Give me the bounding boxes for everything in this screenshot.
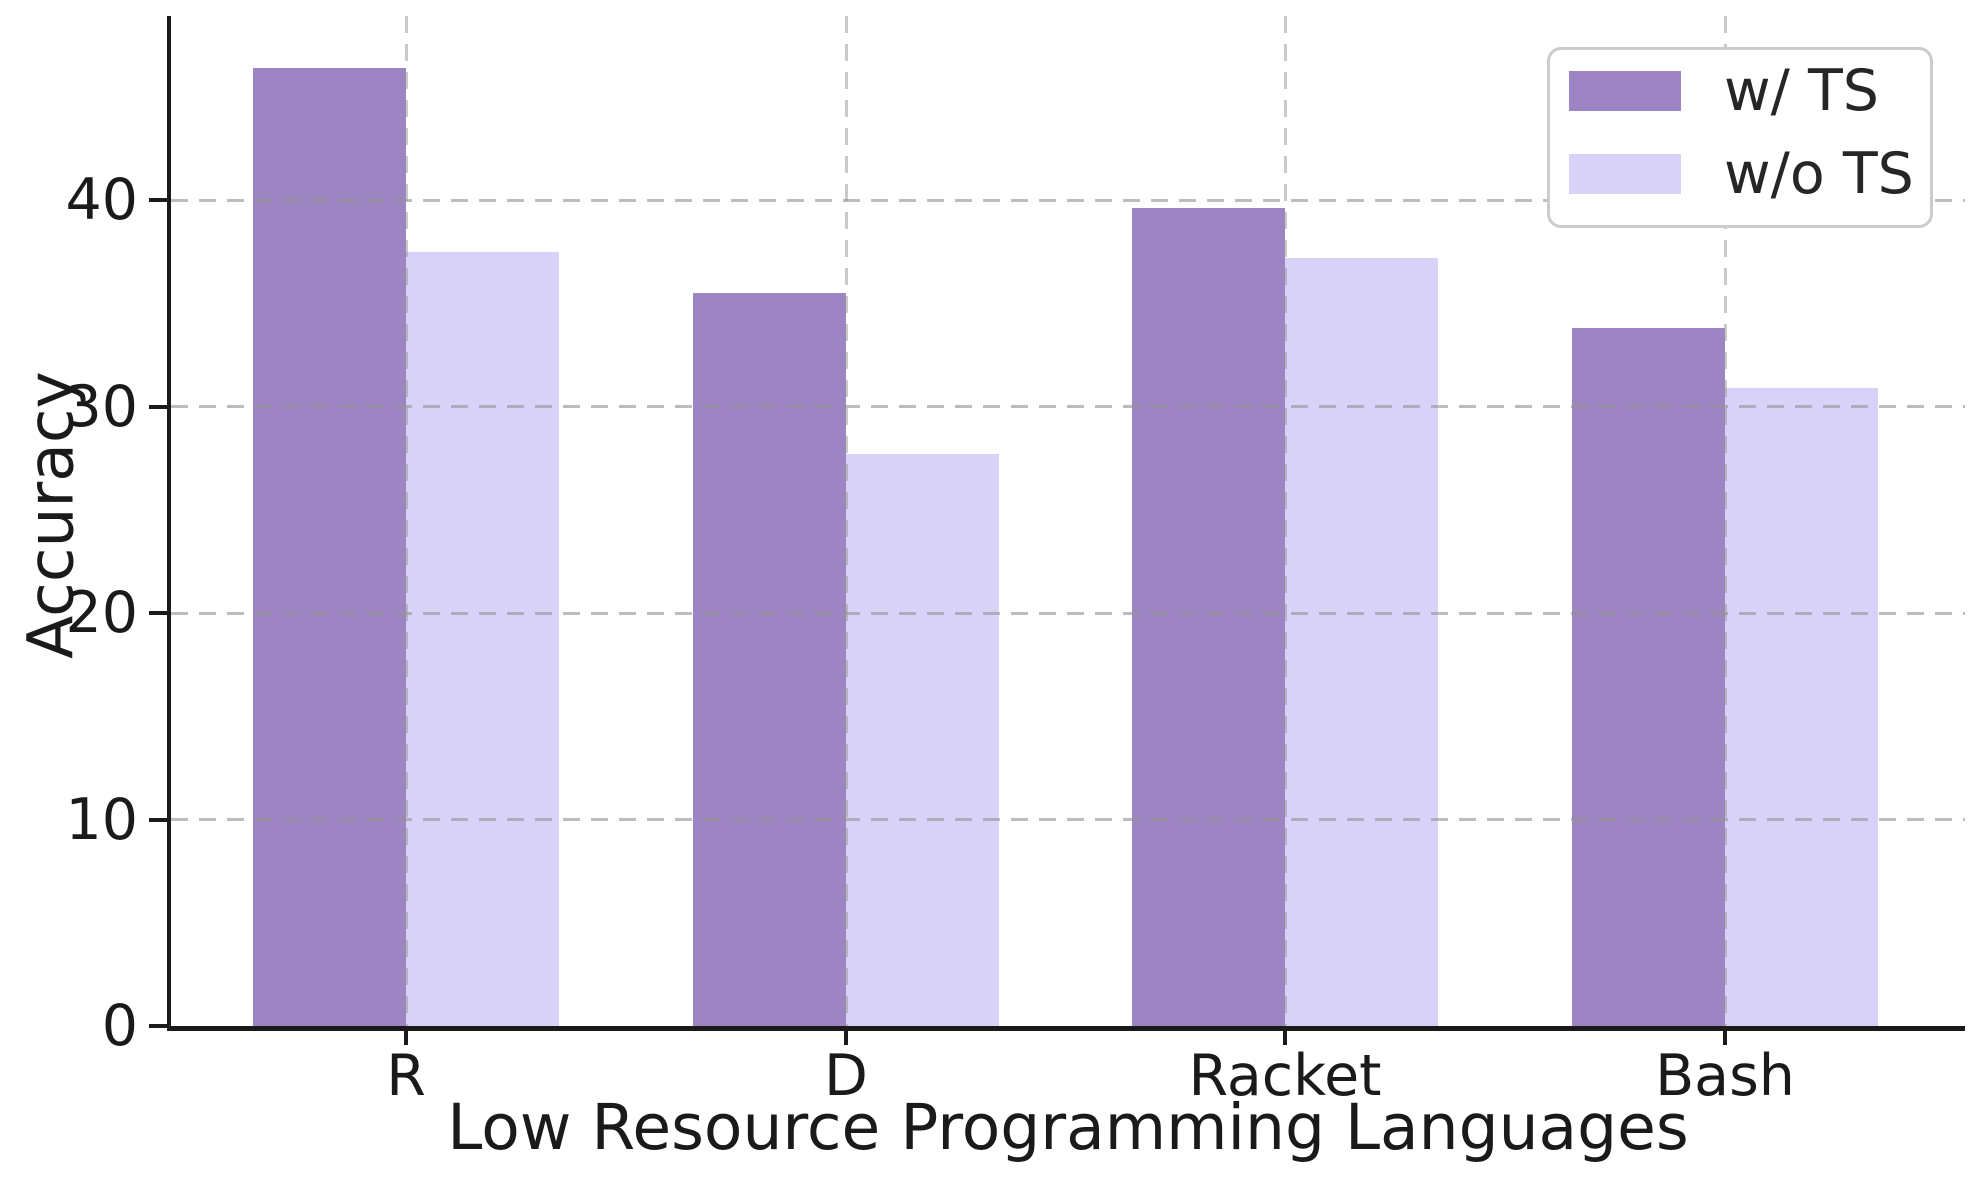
y-tick-mark [149,611,167,615]
x-tick-mark [844,1031,848,1045]
xtick-label: Bash [1655,1043,1795,1109]
gridline-v [844,16,848,1026]
y-axis-spine [167,16,171,1031]
gridline-h [171,405,1965,408]
legend: w/ TS w/o TS [1547,47,1933,228]
ytick-label: 10 [65,786,138,853]
legend-swatch [1569,71,1681,111]
bar [846,453,999,1026]
x-axis-spine [167,1026,1965,1031]
bar [1572,328,1725,1026]
bar [406,251,559,1026]
bar [1132,208,1285,1026]
y-tick-mark [149,404,167,409]
y-tick-mark [149,198,167,202]
ytick-label: 20 [65,580,138,646]
ytick-label: 0 [101,993,138,1059]
x-tick-mark [404,1031,408,1045]
x-tick-mark [1283,1031,1287,1045]
legend-row: w/ TS [1569,62,1879,119]
legend-label: w/ TS [1724,57,1879,124]
bar [693,292,846,1026]
x-axis-label: Low Resource Programming Languages [447,1091,1689,1164]
ytick-label: 30 [65,373,138,440]
gridline-v [1283,16,1287,1026]
bar [1725,387,1878,1026]
legend-label: w/o TS [1724,140,1914,207]
x-tick-mark [1723,1031,1727,1045]
xtick-label: D [824,1043,868,1109]
y-tick-mark [149,817,167,822]
gridline-h [171,818,1965,821]
bar [1285,257,1438,1026]
gridline-v [1723,16,1727,1026]
legend-swatch [1569,154,1681,194]
y-tick-mark [149,1024,167,1028]
bar [253,67,406,1026]
legend-row: w/o TS [1569,145,1914,202]
xtick-label: Racket [1188,1043,1382,1109]
gridline-h [171,198,1965,202]
xtick-label: R [386,1043,426,1109]
gridline-v [404,16,408,1026]
ytick-label: 40 [65,167,138,233]
gridline-h [171,611,1965,615]
